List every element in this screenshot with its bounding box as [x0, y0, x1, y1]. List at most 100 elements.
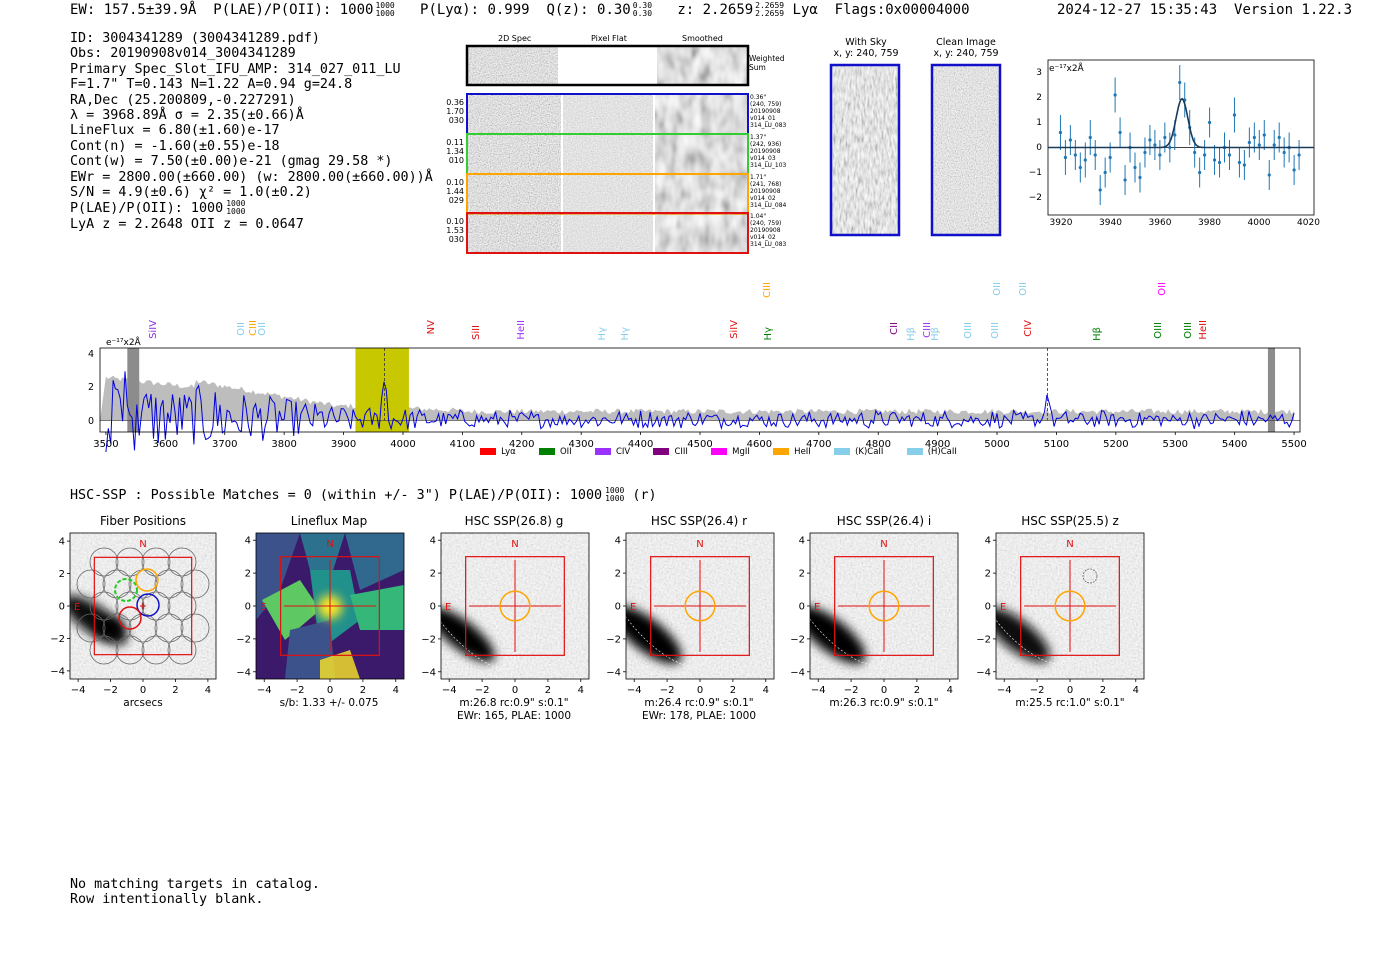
legend-swatch: [906, 448, 923, 455]
line-label: CIII: [762, 282, 773, 298]
panel-xtick-label: 4: [763, 685, 769, 696]
fit-chart-plot: [1048, 65, 1314, 205]
header-z-sup: 2.2659: [755, 1, 785, 10]
panel-xtick-label: −2: [660, 685, 675, 696]
panel-xtick-label: 4: [1133, 685, 1139, 696]
fit-point: [1252, 135, 1256, 140]
panel-red-box: [834, 556, 934, 656]
stat-lineflux: LineFlux = 6.80(±1.60)e-17: [70, 123, 280, 139]
spectrum-chart: e⁻¹⁷x2Å 4 2 0 3500 3600 3700 3800 3900 4000 41…: [88, 336, 1307, 453]
sky-clean-images: [829, 63, 1002, 237]
north-label: N: [139, 539, 146, 550]
fit-point: [1277, 135, 1281, 140]
panel-red-box: [650, 556, 750, 656]
spec-ytick: 2: [88, 382, 94, 393]
spectrum-flux-line: [105, 371, 1295, 453]
east-label: E: [814, 602, 820, 613]
north-label: N: [511, 539, 518, 550]
panel-ytick-label: −4: [976, 667, 991, 678]
panel-ytick-label: 0: [430, 602, 436, 613]
aperture-circle: [868, 590, 900, 622]
fit-point: [1153, 143, 1157, 147]
fit-point: [1068, 138, 1072, 142]
legend-label: HeII: [794, 447, 811, 457]
spectrum-masked-region: [1267, 348, 1276, 432]
fit-ytick: 0: [1036, 143, 1042, 153]
stat-lya: LyA z = 2.2648 OII z = 0.0647: [70, 217, 304, 233]
panel-ytick-label: 4: [430, 536, 436, 547]
fit-point: [1257, 143, 1261, 147]
panel-caption: s/b: 1.33 +/- 0.075: [280, 697, 379, 709]
panel-ytick-label: 0: [799, 602, 805, 613]
clean-xy: x, y: 240, 759: [933, 48, 999, 59]
panel-overlays: N E −4 −4 −2 −2 0 0 2 2 4 4 N E −4 −4 −2 −2 0 0 2 2 4 4 N E −4 −4 −2…: [50, 532, 1145, 696]
spec-xtick-label: 5100: [1044, 439, 1069, 450]
panel-title: Fiber Positions: [100, 514, 186, 528]
legend-swatch: [833, 448, 850, 455]
legend-swatch: [773, 448, 790, 455]
stat-contw: Cont(w) = 7.50(±0.00)e-21 (gmag 29.58 *): [70, 154, 393, 170]
panel-red-box: [93, 556, 193, 656]
legend-label: OII: [559, 447, 572, 457]
fit-point: [1212, 158, 1217, 162]
fit-point: [1193, 150, 1197, 155]
panel-title: HSC SSP(25.5) z: [1021, 514, 1119, 528]
header-timestamp: 2024-12-27 15:35:43: [1057, 2, 1218, 18]
fit-xtick: 3920: [1050, 218, 1073, 228]
panel-ytick-label: −4: [790, 667, 805, 678]
fit-point: [1227, 153, 1232, 157]
col-title-2dspec: 2D Spec: [498, 34, 532, 43]
stat-sn: S/N = 4.9(±0.6) χ² = 1.0(±0.2): [70, 185, 312, 201]
stats-block: ID: 3004341289 (3004341289.pdf) Obs: 201…: [70, 31, 433, 233]
panel-ytick-label: 2: [985, 569, 991, 580]
cutout-panel: 2D Spec Pixel Flat Smoothed: [445, 30, 795, 260]
panel-xtick-label: 2: [730, 685, 736, 696]
panel-title: Lineflux Map: [291, 514, 367, 528]
panel-ytick-label: 4: [799, 536, 805, 547]
row1-stamp: 0.36" (240, 759) 20190908 v014_01 314_LU…: [750, 94, 787, 129]
row1-left: 0.36 1.70 030: [446, 98, 464, 125]
panel-xtick-label: 4: [205, 685, 211, 696]
fit-point: [1173, 133, 1177, 137]
panel-xtick-label: 0: [140, 685, 146, 696]
panel-title: HSC SSP(26.8) g: [465, 514, 564, 528]
fit-point: [1178, 80, 1182, 85]
panel-xtick-label: −2: [475, 685, 490, 696]
panel-caption: EWr: 178, PLAE: 1000: [642, 710, 756, 722]
spectrum-xticks: 3500 3600 3700 3800 3900 4000 4100 4200 4300 4400…: [93, 432, 1307, 450]
stat-primary: Primary Spec_Slot_IFU_AMP: 314_027_011_L…: [70, 61, 401, 77]
fiber-strip-1: [466, 93, 749, 135]
hsc-g-panel: [441, 533, 589, 679]
header-plae-sub: 1000: [375, 9, 395, 18]
stat-ewr: EWr = 2800.00(±660.00) (w: 2800.00(±660.…: [70, 169, 433, 185]
panel-caption: m:26.8 rc:0.9" s:0.1": [459, 697, 568, 709]
panel-xtick-label: 0: [697, 685, 703, 696]
header-plae-sup: 1000: [375, 1, 395, 10]
panel-xtick-label: 2: [914, 685, 920, 696]
hsc-sub: 1000: [605, 494, 625, 503]
fit-point: [1207, 120, 1212, 125]
row3-left: 0.10 1.44 029: [446, 178, 464, 205]
legend-label: CIII: [674, 447, 688, 457]
aperture-circle: [499, 590, 531, 622]
header-qz: Q(z): 0.30: [546, 2, 631, 18]
header-flags: Flags:0x00004000: [834, 2, 970, 18]
row3-stamp: 1.71" (241, 768) 20190908 v014_02 314_LU…: [750, 174, 787, 209]
spec-xtick-label: 5200: [1103, 439, 1128, 450]
panel-ytick-label: 2: [615, 569, 621, 580]
stat-fwhm: F=1.7" T=0.143 N=1.22 A=0.94 g=24.8: [70, 77, 353, 93]
panel-ytick-label: 0: [985, 602, 991, 613]
aperture-circle: [1054, 590, 1086, 622]
panel-ytick-label: 2: [430, 569, 436, 580]
spec-xtick-label: 3900: [331, 439, 356, 450]
stat-id: ID: 3004341289 (3004341289.pdf): [70, 31, 320, 46]
panel-caption: EWr: 165, PLAE: 1000: [457, 710, 571, 722]
fit-point: [1113, 93, 1117, 97]
fit-point: [1217, 160, 1222, 165]
spectrum-yticks: 4 2 0: [88, 349, 94, 427]
stat-contn: Cont(n) = -1.60(±0.55)e-18: [70, 138, 280, 154]
legend-label: Lyα: [501, 447, 516, 457]
panel-caption: m:26.4 rc:0.9" s:0.1": [644, 697, 753, 709]
north-label: N: [1066, 539, 1073, 550]
with-sky-title: With Sky x, y: 240, 759: [826, 37, 906, 59]
